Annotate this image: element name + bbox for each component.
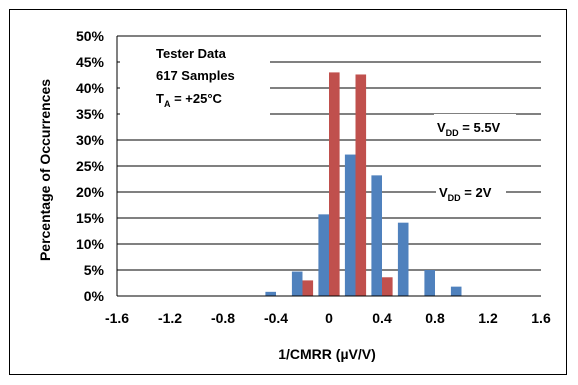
series-label-main: V — [437, 120, 446, 135]
y-tick-label: 45% — [76, 54, 105, 70]
annotation-temp-sub: A — [164, 99, 171, 109]
y-tick-label: 40% — [76, 80, 105, 96]
bar — [371, 175, 382, 296]
annotation-temp-main: T — [156, 91, 164, 106]
series-label-rest: = 5.5V — [459, 120, 501, 135]
y-tick-labels: 0% 5% 10% 15% 20% 25% 30% 35% 40% 45% 50% — [76, 28, 105, 304]
y-tick-label: 5% — [84, 262, 105, 278]
x-tick-label: 1.2 — [478, 310, 498, 326]
x-tick-label: -0.8 — [211, 310, 235, 326]
y-tick-label: 0% — [84, 288, 105, 304]
x-tick-label: -0.4 — [264, 310, 288, 326]
bar — [329, 72, 340, 297]
annotation-line-1: Tester Data — [156, 46, 227, 61]
y-tick-label: 15% — [76, 210, 105, 226]
y-tick-label: 10% — [76, 236, 105, 252]
bar — [424, 270, 435, 296]
series-label-rest: = 2V — [461, 185, 492, 200]
annotation-box — [120, 40, 270, 115]
annotation-temp-rest: = +25°C — [170, 91, 222, 106]
bar — [355, 74, 367, 296]
axes — [116, 36, 541, 297]
y-tick-label: 35% — [76, 106, 105, 122]
sample-info-annotation: Tester Data 617 Samples TA = +25°C — [120, 40, 270, 115]
y-axis-label: Percentage of Occurrences — [37, 79, 53, 261]
annotation-line-2: 617 Samples — [156, 68, 235, 83]
series-label-bg — [436, 179, 506, 203]
series-label-vdd-2v: VDD = 2V — [436, 179, 506, 203]
x-tick-label: 0.4 — [372, 310, 392, 326]
svg-text:VDD = 2V: VDD = 2V — [439, 185, 492, 203]
series-label-sub: DD — [448, 193, 461, 203]
bar — [382, 277, 393, 296]
x-tick-label: -1.6 — [105, 310, 129, 326]
y-tick-label: 20% — [76, 184, 105, 200]
x-axis-label: 1/CMRR (µV/V) — [278, 346, 376, 362]
bar — [344, 154, 356, 296]
y-tick-label: 25% — [76, 158, 105, 174]
bar — [318, 214, 329, 296]
y-tick-label: 50% — [76, 28, 105, 44]
x-tick-label: 0.8 — [425, 310, 445, 326]
x-tick-label: 0 — [325, 310, 333, 326]
series-label-main: V — [439, 185, 448, 200]
series-label-sub: DD — [446, 128, 459, 138]
annotation-temp: TA = +25°C — [156, 91, 223, 109]
bar — [397, 222, 409, 296]
bar — [302, 280, 314, 296]
series-label-bg — [434, 114, 516, 138]
bar — [450, 286, 462, 296]
bars — [265, 72, 462, 297]
y-tick-label: 30% — [76, 132, 105, 148]
x-tick-labels: -1.6 -1.2 -0.8 -0.4 0 0.4 0.8 1.2 1.6 — [105, 310, 551, 326]
x-tick-label: -1.2 — [158, 310, 182, 326]
series-label-vdd-5-5v: VDD = 5.5V — [434, 114, 516, 138]
bar — [265, 291, 276, 296]
x-tick-label: 1.6 — [531, 310, 551, 326]
svg-text:VDD = 5.5V: VDD = 5.5V — [437, 120, 501, 138]
bar — [291, 271, 303, 296]
